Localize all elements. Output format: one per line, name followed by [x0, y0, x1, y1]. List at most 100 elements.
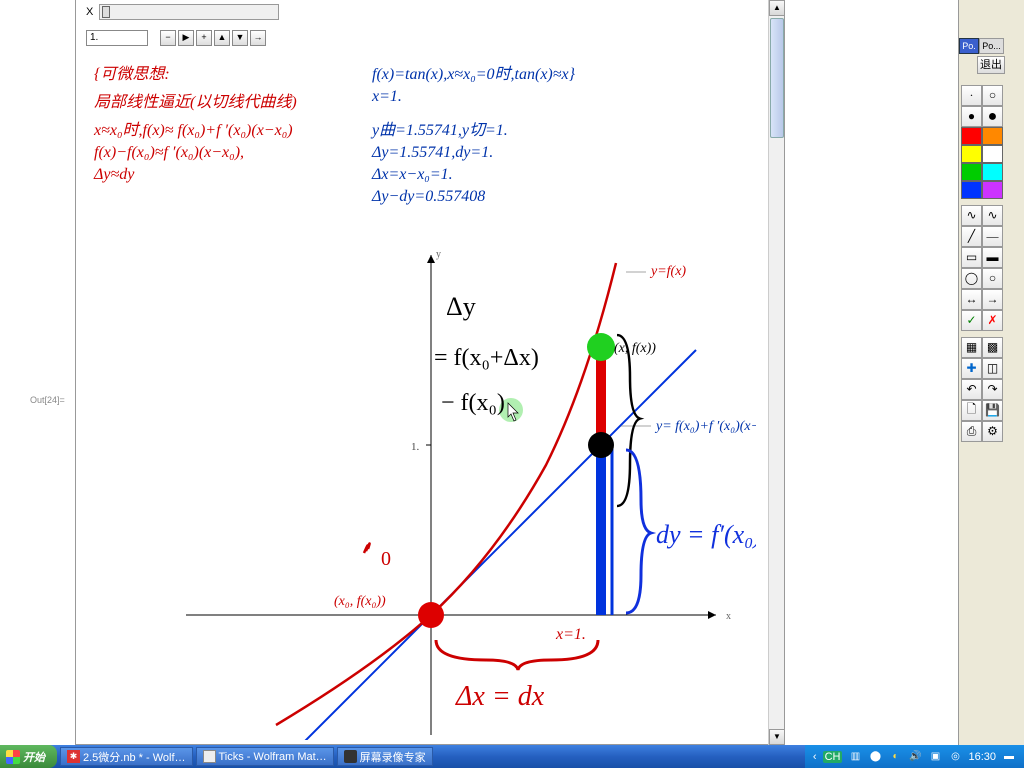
color-green[interactable] [961, 163, 982, 181]
play-button[interactable]: ▶ [178, 30, 194, 46]
task-recorder[interactable]: 屏幕录像专家 [337, 747, 433, 766]
recorder-icon [344, 750, 357, 763]
x-value-label: x=1. [555, 626, 586, 643]
line5-left: Δy≈dy [94, 166, 372, 184]
hand-dx: Δx = dx [455, 681, 545, 712]
color-red[interactable] [961, 127, 982, 145]
tool-ellipse[interactable]: ◯ [961, 268, 982, 289]
origin-point [418, 602, 444, 628]
tool-rect-fill[interactable]: ▬ [982, 247, 1003, 268]
tool-redo[interactable]: ↷ [982, 379, 1003, 400]
main-area: Out[24]= X 1. − ▶ + ▲ ▼ → {可微思想: f(x)=ta… [0, 0, 959, 745]
notebook-pane: X 1. − ▶ + ▲ ▼ → {可微思想: f(x)=tan(x),x≈x₀… [75, 0, 785, 745]
curve-point-label: (x, f(x)) [614, 341, 656, 356]
hand-dy-right: dy = f′(x₀) dx [656, 520, 756, 549]
slider-row: X [86, 4, 279, 20]
tray-icon-1[interactable]: ▥ [848, 750, 862, 764]
line4-right: Δy=1.55741,dy=1. [372, 144, 493, 162]
color-yellow[interactable] [961, 145, 982, 163]
tool-board1[interactable]: ▦ [961, 337, 982, 358]
tray-icon-3[interactable]: ◐ [888, 750, 902, 764]
x-axis-label: x [726, 611, 731, 622]
vertical-scrollbar[interactable]: ▲ ▼ [768, 0, 784, 745]
po-tab[interactable]: Po. [959, 38, 979, 54]
line3-left: x≈x₀时,f(x)≈ f(x₀)+f ′(x₀)(x−x₀) [94, 116, 372, 140]
tool-ring[interactable]: ○ [982, 85, 1003, 106]
system-tray: ‹ CH ▥ ⬤ ◐ 🔊 ▣ ◎ 16:30 ▬ [805, 745, 1024, 768]
taskbar: 开始 ✱ 2.5微分.nb * - Wolf… Ticks - Wolfram … [0, 745, 1024, 768]
y-tick-1: 1. [411, 441, 420, 453]
tray-icon-6[interactable]: ▬ [1002, 750, 1016, 764]
hand-dy-2: = f(x₀+Δx) [434, 345, 539, 371]
task3-label: 屏幕录像专家 [360, 749, 426, 765]
exit-button[interactable]: 退出 [977, 56, 1005, 74]
slider-thumb[interactable] [102, 6, 110, 18]
slower-button[interactable]: ▼ [232, 30, 248, 46]
tool-eraser[interactable]: ◫ [982, 358, 1003, 379]
tool-settings[interactable]: ⚙ [982, 421, 1003, 442]
faster-button[interactable]: ▲ [214, 30, 230, 46]
value-input[interactable]: 1. [86, 30, 148, 46]
curve-point [587, 333, 615, 361]
tool-ellipse2[interactable]: ○ [982, 268, 1003, 289]
line3-right: y曲=1.55741,y切=1. [372, 116, 508, 140]
tray-icon-5[interactable]: ◎ [948, 750, 962, 764]
tool-circle-fill[interactable]: ● [961, 106, 982, 127]
doc-icon [203, 750, 216, 763]
tool-line[interactable]: ╱ [961, 226, 982, 247]
slider-track[interactable] [99, 4, 279, 20]
brace-black [617, 335, 640, 506]
tool-circle-big[interactable]: ● [982, 106, 1003, 127]
color-cyan[interactable] [982, 163, 1003, 181]
tool-rect[interactable]: ▭ [961, 247, 982, 268]
tool-hline[interactable]: — [982, 226, 1003, 247]
color-white[interactable] [982, 145, 1003, 163]
po-tab2[interactable]: Po... [979, 38, 1004, 54]
tool-palette: · ○ ● ● ∿∿ ╱— ▭▬ ◯○ ↔→ ✓✗ ▦▩ ✚◫ ↶↷ 🗋💾 ⎙⚙ [961, 85, 1003, 442]
lang-indicator[interactable]: CH [823, 751, 843, 763]
line2-right: x=1. [372, 88, 402, 112]
tangent-label: y= f(x₀)+f ′(x₀)(x−x₀) [654, 419, 756, 434]
tangent-point [588, 432, 614, 458]
clock[interactable]: 16:30 [968, 751, 996, 763]
scroll-thumb[interactable] [770, 18, 784, 138]
curve [276, 263, 616, 725]
task2-label: Ticks - Wolfram Mat… [219, 751, 327, 763]
scroll-down-button[interactable]: ▼ [769, 729, 785, 745]
scroll-up-button[interactable]: ▲ [769, 0, 785, 16]
tool-arrow-lr[interactable]: ↔ [961, 289, 982, 310]
tool-print[interactable]: ⎙ [961, 421, 982, 442]
step-back-button[interactable]: − [160, 30, 176, 46]
task-ticks[interactable]: Ticks - Wolfram Mat… [196, 747, 334, 766]
direction-button[interactable]: → [250, 30, 266, 46]
color-purple[interactable] [982, 181, 1003, 199]
tool-undo[interactable]: ↶ [961, 379, 982, 400]
task-notebook[interactable]: ✱ 2.5微分.nb * - Wolf… [60, 747, 193, 766]
color-blue[interactable] [961, 181, 982, 199]
tool-arrow-r[interactable]: → [982, 289, 1003, 310]
start-button[interactable]: 开始 [0, 745, 57, 768]
tool-wave2[interactable]: ∿ [982, 205, 1003, 226]
line4-left: f(x)−f(x₀)≈f ′(x₀)(x−x₀), [94, 144, 372, 162]
mathematica-icon: ✱ [67, 750, 80, 763]
origin-point-label: (x₀, f(x₀)) [334, 594, 386, 609]
tray-expand-icon[interactable]: ‹ [813, 751, 817, 763]
y-axis-label: y [436, 249, 441, 260]
tool-wave[interactable]: ∿ [961, 205, 982, 226]
tool-save[interactable]: 💾 [982, 400, 1003, 421]
tool-check[interactable]: ✓ [961, 310, 982, 331]
line1-left: {可微思想: [94, 60, 372, 84]
tool-cross[interactable]: ✗ [982, 310, 1003, 331]
right-panel: Po. Po... 退出 · ○ ● ● ∿∿ ╱— ▭▬ ◯○ ↔→ ✓✗ ▦… [959, 0, 1024, 745]
step-fwd-button[interactable]: + [196, 30, 212, 46]
line2-left: 局部线性逼近(以切线代曲线) [94, 88, 372, 112]
tray-icon-4[interactable]: ▣ [928, 750, 942, 764]
line1-right: f(x)=tan(x),x≈x₀=0时,tan(x)≈x} [372, 60, 575, 84]
tray-icon-2[interactable]: ⬤ [868, 750, 882, 764]
tool-new[interactable]: 🗋 [961, 400, 982, 421]
tool-plus[interactable]: ✚ [961, 358, 982, 379]
tool-board2[interactable]: ▩ [982, 337, 1003, 358]
volume-icon[interactable]: 🔊 [908, 750, 922, 764]
color-orange[interactable] [982, 127, 1003, 145]
tool-dot[interactable]: · [961, 85, 982, 106]
